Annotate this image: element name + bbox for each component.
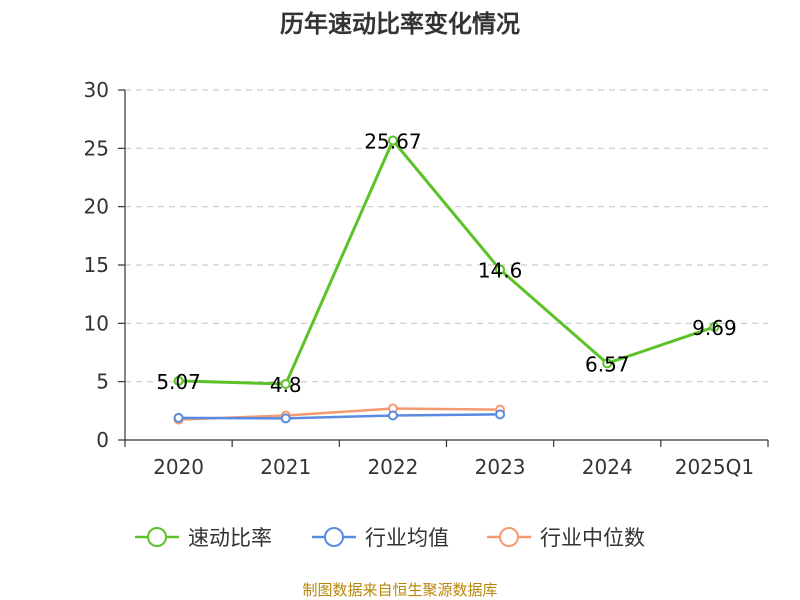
legend-label: 行业中位数 <box>540 526 645 550</box>
data-point <box>387 135 398 146</box>
chart-title: 历年速动比率变化情况 <box>280 10 520 38</box>
data-point <box>173 375 184 386</box>
data-label: 25.67 <box>364 130 421 154</box>
y-tick-label: 0 <box>96 428 109 452</box>
x-tick-label: 2024 <box>582 455 633 479</box>
y-tick-label: 20 <box>84 195 109 219</box>
data-point <box>387 410 398 421</box>
x-tick-label: 2020 <box>153 455 204 479</box>
data-point <box>280 379 291 389</box>
data-point <box>173 412 184 423</box>
legend-item: 行业均值 <box>312 526 449 550</box>
x-tick-label: 2023 <box>475 455 526 479</box>
data-label: 6.57 <box>585 352 630 376</box>
y-tick-label: 5 <box>96 370 109 394</box>
data-label: 9.69 <box>692 316 737 340</box>
data-point <box>495 264 506 275</box>
x-tick-label: 2021 <box>260 455 311 479</box>
y-tick-label: 30 <box>84 78 109 102</box>
data-label: 5.07 <box>156 370 201 394</box>
y-tick-label: 25 <box>84 136 109 160</box>
legend-label: 行业均值 <box>365 526 449 550</box>
legend: 速动比率 行业均值 行业中位数 <box>135 526 645 550</box>
series-line <box>178 413 501 420</box>
data-point <box>709 321 720 332</box>
y-tick-label: 10 <box>84 311 109 335</box>
data-labels: 5.07 4.8 25.67 14.6 6.57 9.69 <box>156 130 736 397</box>
x-tick-label: 2025Q1 <box>675 455 754 479</box>
series-0 <box>173 135 720 389</box>
legend-marker <box>147 527 167 547</box>
series-layer <box>173 135 720 425</box>
legend-label: 速动比率 <box>188 526 272 550</box>
data-point <box>280 413 291 424</box>
data-label: 14.6 <box>478 259 523 283</box>
source-note: 制图数据来自恒生聚源数据库 <box>302 581 497 599</box>
legend-item: 行业中位数 <box>487 526 645 550</box>
legend-marker <box>499 527 519 547</box>
data-point <box>495 409 506 420</box>
axes: 0 5 10 15 20 25 30 2020 2021 2022 2023 2024 2025Q1 <box>84 78 769 479</box>
data-point <box>602 358 613 369</box>
legend-item: 速动比率 <box>135 526 272 550</box>
x-tick-label: 2022 <box>367 455 418 479</box>
legend-marker <box>324 527 344 547</box>
data-label: 4.8 <box>270 373 302 397</box>
grid-lines <box>125 89 768 383</box>
series-line <box>178 139 715 386</box>
series-1 <box>173 409 506 424</box>
y-tick-label: 15 <box>84 253 109 277</box>
